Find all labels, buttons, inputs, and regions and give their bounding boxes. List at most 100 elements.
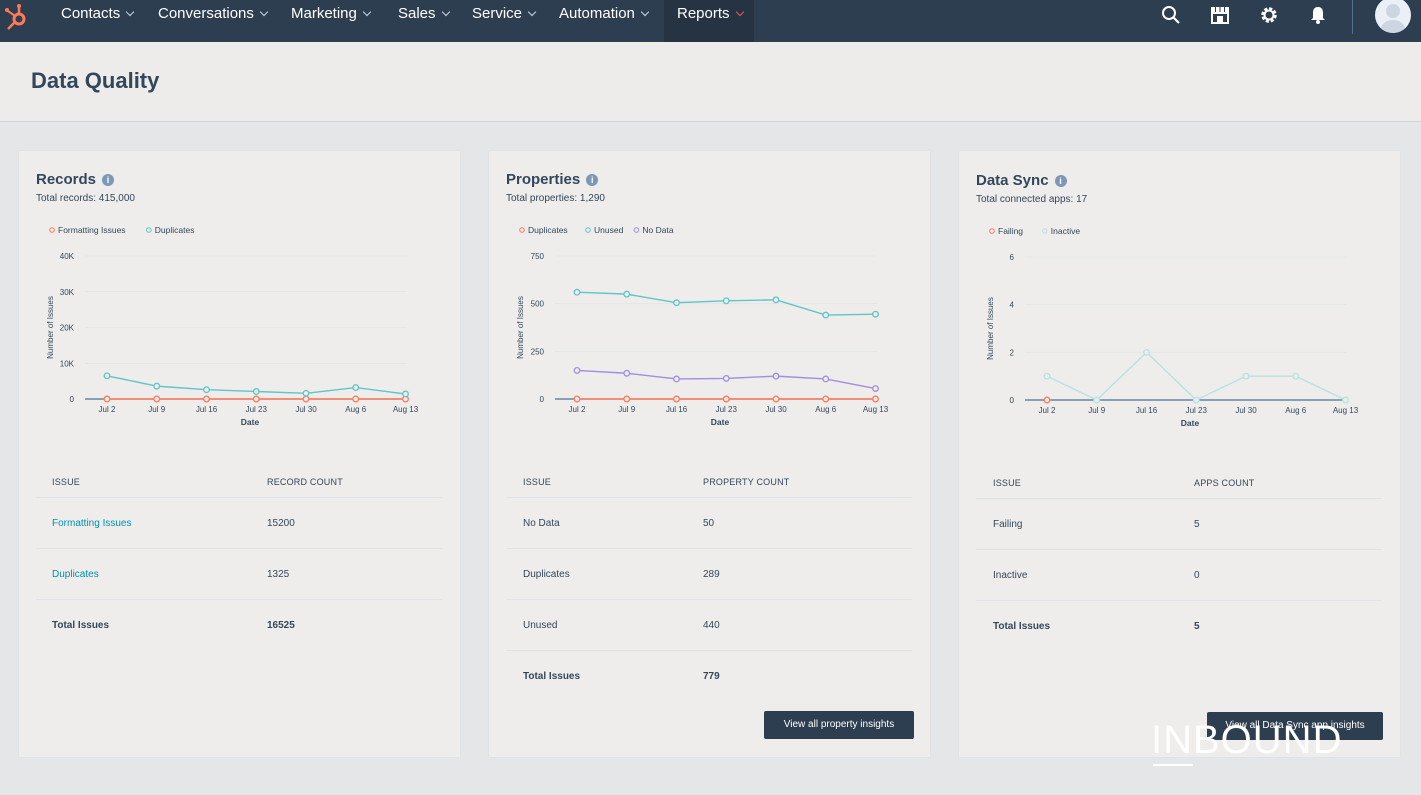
marketplace-icon[interactable]: [1209, 4, 1231, 26]
nav-sales-label: Sales: [398, 5, 436, 22]
records-title-text: Records: [36, 171, 97, 188]
data-point: [772, 296, 780, 304]
issue-count: 5: [1194, 519, 1200, 530]
properties-card-title: Properties i: [506, 171, 599, 188]
table-header-issue: ISSUE: [993, 478, 1022, 488]
total-count: 16525: [267, 620, 295, 631]
data-point: [203, 395, 210, 403]
table-header-count: APPS COUNT: [1194, 478, 1255, 488]
y-tick-label: 20K: [60, 324, 75, 333]
properties-chart: Duplicates Unused No Data 0 250 500 750 Jul 2 Ju…: [516, 225, 889, 427]
chevron-down-icon: [125, 7, 135, 17]
x-tick-label: Jul 23: [246, 405, 268, 414]
gear-icon[interactable]: [1258, 4, 1280, 26]
x-tick-label: Jul 16: [196, 405, 218, 414]
table-row: Formatting Issues 15200: [36, 497, 442, 548]
issue-label: Inactive: [993, 570, 1028, 581]
issue-count: 1325: [267, 569, 290, 580]
search-icon[interactable]: [1160, 4, 1182, 26]
legend-marker: [1042, 228, 1048, 234]
x-tick-label: Aug 6: [1285, 406, 1306, 415]
datasync-card-title: Data Sync i: [976, 172, 1067, 189]
legend-marker: [633, 227, 640, 233]
table-row: Unused 440: [506, 599, 912, 650]
nav-marketing[interactable]: Marketing: [291, 0, 372, 42]
nav-contacts[interactable]: Contacts: [61, 0, 135, 42]
legend-label: No Data: [642, 225, 673, 235]
view-datasync-insights-button[interactable]: View all Data Sync app insights: [1207, 712, 1383, 740]
legend-marker: [519, 227, 525, 233]
nav-divider: [1352, 0, 1353, 34]
nav-service-label: Service: [472, 5, 523, 22]
page-header: Data Quality: [0, 42, 1421, 122]
nav-reports-label: Reports: [677, 5, 730, 22]
table-row-total: Total Issues 779: [506, 650, 912, 701]
info-icon[interactable]: i: [102, 174, 115, 186]
view-property-insights-button[interactable]: View all property insights: [764, 711, 914, 739]
issue-count: 289: [703, 569, 720, 580]
legend-label: Duplicates: [155, 225, 195, 235]
issue-count: 440: [703, 620, 720, 631]
nav-marketing-label: Marketing: [291, 5, 357, 22]
y-tick-label: 0: [70, 395, 75, 404]
nav-service[interactable]: Service: [472, 0, 537, 42]
y-tick-label: 750: [531, 252, 545, 261]
properties-title-text: Properties: [506, 171, 581, 188]
legend-marker: [989, 228, 995, 234]
data-point: [673, 375, 680, 383]
top-nav: Contacts Conversations Marketing Sales S…: [0, 0, 1421, 42]
data-point: [822, 375, 830, 383]
nav-conversations-label: Conversations: [158, 5, 254, 22]
table-row: Failing 5: [976, 498, 1382, 549]
records-card-title: Records i: [36, 171, 115, 188]
total-label: Total Issues: [52, 620, 110, 631]
data-point: [1093, 396, 1101, 404]
hubspot-logo[interactable]: [2, 2, 32, 32]
issue-link[interactable]: Formatting Issues: [52, 518, 132, 529]
series-line: [1046, 351, 1346, 401]
issue-label: Duplicates: [523, 569, 570, 580]
bell-icon[interactable]: [1307, 4, 1329, 26]
avatar[interactable]: [1375, 0, 1411, 33]
y-axis-label: Number of Issues: [46, 296, 55, 359]
table-row-total: Total Issues 5: [976, 600, 1382, 651]
x-tick-label: Jul 9: [148, 405, 165, 414]
data-point: [1143, 348, 1150, 356]
data-point: [822, 311, 830, 319]
data-point: [352, 384, 360, 392]
info-icon[interactable]: i: [586, 174, 599, 186]
x-tick-label: Aug 13: [863, 405, 889, 414]
data-point: [103, 372, 111, 380]
info-icon[interactable]: i: [1054, 175, 1067, 187]
chevron-down-icon: [362, 7, 372, 17]
inbound-watermark: INBOUND: [1151, 718, 1342, 766]
data-point: [252, 395, 260, 403]
x-axis-label: Date: [1181, 418, 1200, 428]
nav-automation[interactable]: Automation: [559, 0, 650, 42]
issue-label: Failing: [993, 519, 1023, 530]
x-tick-label: Aug 13: [393, 405, 419, 414]
legend-marker: [146, 227, 152, 233]
y-tick-label: 30K: [60, 288, 75, 297]
table-row: No Data 50: [506, 497, 912, 548]
table-row: Duplicates 289: [506, 548, 912, 599]
nav-sales[interactable]: Sales: [398, 0, 450, 42]
x-tick-label: Jul 23: [716, 405, 738, 414]
page-title: Data Quality: [31, 68, 160, 93]
data-point: [573, 366, 581, 374]
issue-link[interactable]: Duplicates: [52, 569, 99, 580]
nav-reports[interactable]: Reports: [664, 0, 754, 42]
nav-conversations[interactable]: Conversations: [158, 0, 269, 42]
data-point: [722, 374, 730, 382]
y-tick-label: 2: [1010, 348, 1015, 357]
data-point: [1242, 372, 1250, 380]
data-point: [402, 390, 409, 398]
data-point: [352, 395, 360, 403]
y-tick-label: 6: [1010, 253, 1015, 262]
total-count: 5: [1194, 621, 1200, 632]
data-point: [103, 395, 111, 403]
issue-count: 50: [703, 518, 715, 529]
data-point: [872, 310, 879, 318]
data-point: [772, 395, 780, 403]
legend-label: Duplicates: [528, 225, 568, 235]
